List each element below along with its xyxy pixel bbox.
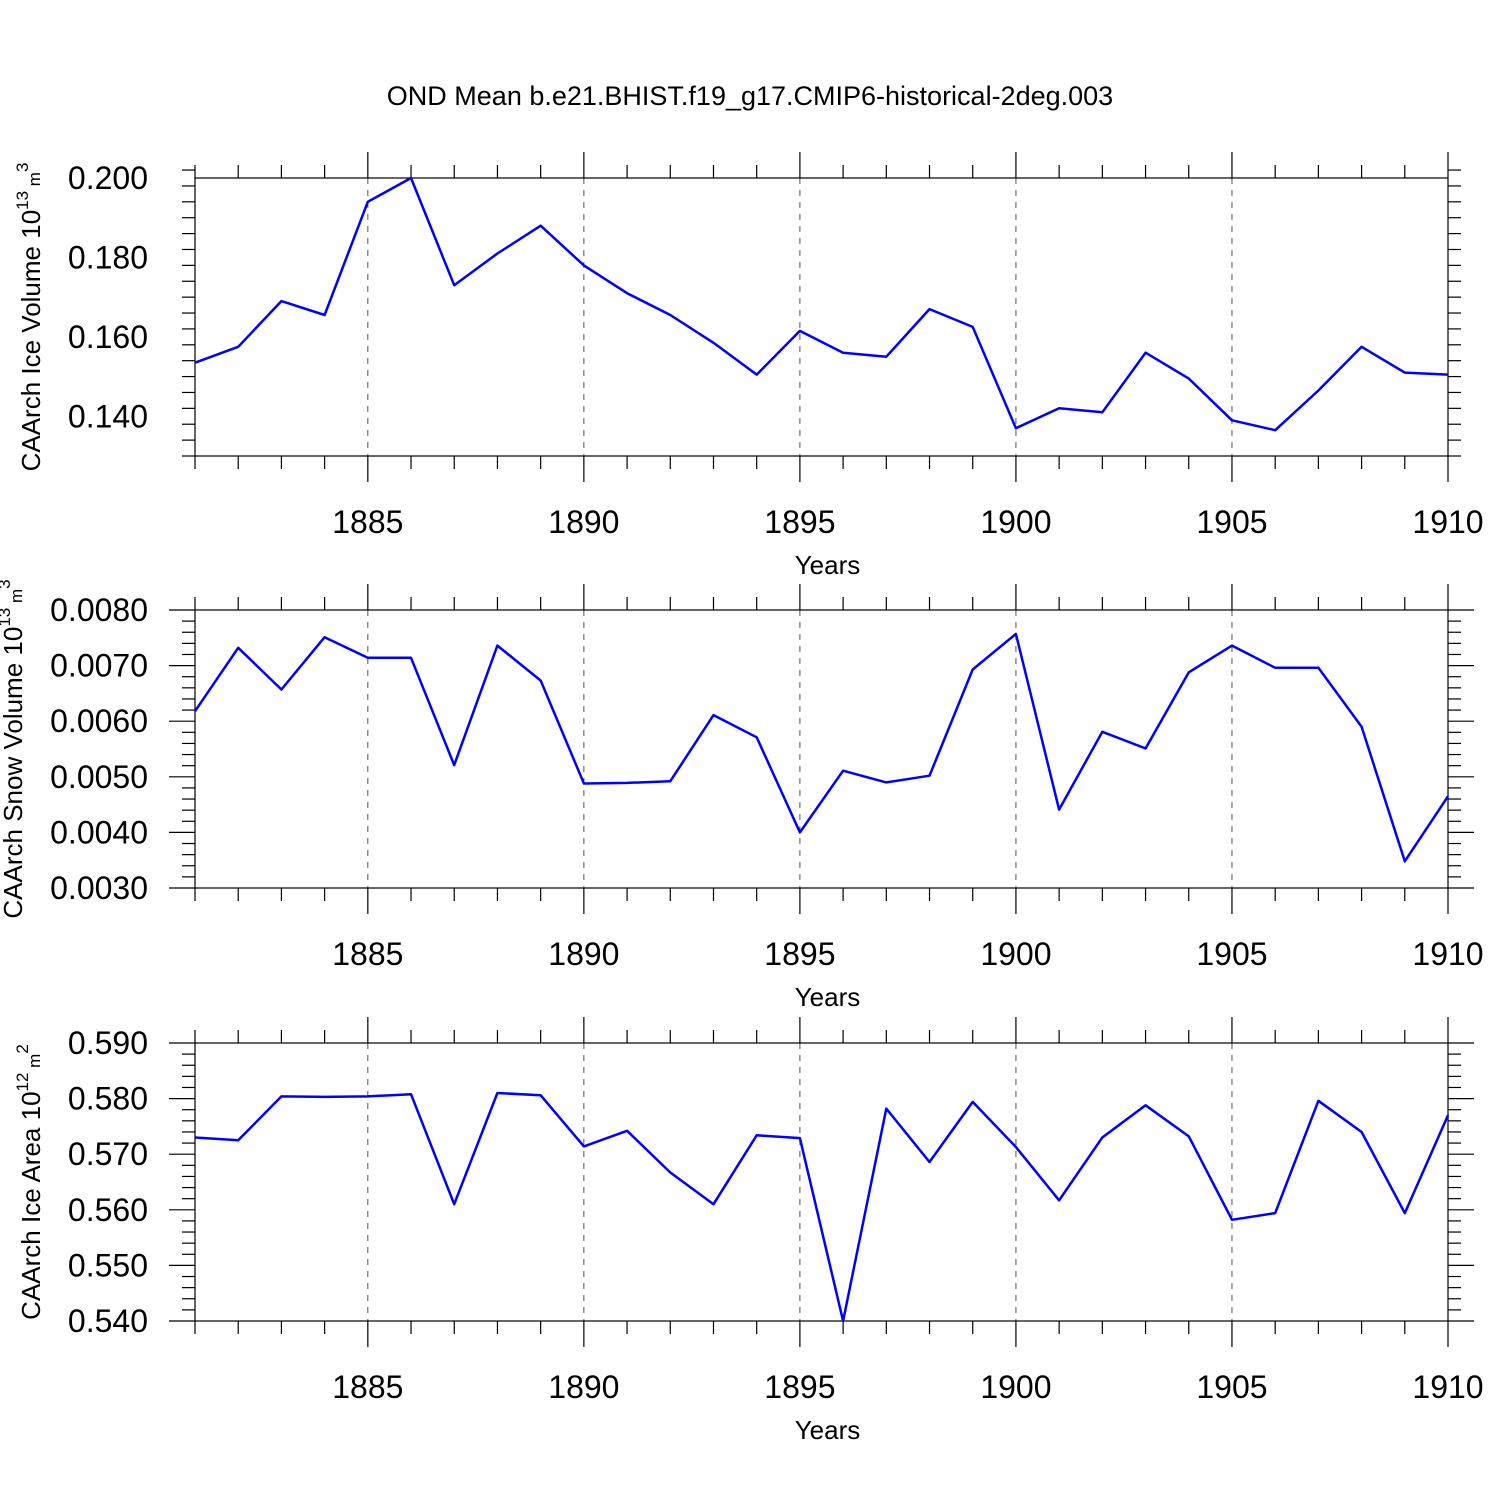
x-tick-label: 1895 bbox=[764, 504, 835, 540]
y-tick-label: 0.570 bbox=[68, 1136, 148, 1172]
plot-frame bbox=[194, 1042, 1449, 1322]
chart-title: OND Mean b.e21.BHIST.f19_g17.CMIP6-histo… bbox=[387, 81, 1113, 111]
y-axis-label-unit-exponent: 3 bbox=[13, 163, 32, 172]
y-tick-label: 0.200 bbox=[68, 160, 148, 196]
x-axis-label: Years bbox=[795, 982, 861, 1012]
x-axis-label: Years bbox=[795, 550, 861, 580]
y-tick-label: 0.0080 bbox=[50, 592, 148, 628]
x-tick-label: 1885 bbox=[332, 936, 403, 972]
y-axis-label-unit-exponent: 2 bbox=[13, 1044, 32, 1053]
y-axis-label-text: CAArch Ice Area 10 bbox=[16, 1091, 46, 1319]
x-tick-label: 1890 bbox=[548, 504, 619, 540]
y-axis-label-unit: m bbox=[25, 1054, 44, 1073]
x-tick-label: 1905 bbox=[1196, 1369, 1267, 1405]
y-axis-label-exponent: 12 bbox=[13, 1073, 32, 1092]
x-tick-label: 1910 bbox=[1412, 1369, 1483, 1405]
y-tick-label: 0.0060 bbox=[50, 703, 148, 739]
y-axis-label-exponent: 13 bbox=[13, 191, 32, 210]
x-tick-label: 1910 bbox=[1412, 936, 1483, 972]
data-series-line bbox=[194, 176, 1449, 432]
x-tick-label: 1900 bbox=[980, 1369, 1051, 1405]
data-series-line bbox=[193, 632, 1450, 863]
x-tick-label: 1885 bbox=[332, 1369, 403, 1405]
y-tick-label: 0.0040 bbox=[50, 814, 148, 850]
y-tick-label: 0.0050 bbox=[50, 759, 148, 795]
x-tick-label: 1885 bbox=[332, 504, 403, 540]
y-tick-label: 0.560 bbox=[68, 1192, 148, 1228]
panel-2: 0.0030 0.0040 0.0050 0.0060 0.0070 0.0080 1885… bbox=[0, 579, 1484, 1012]
x-axis-label: Years bbox=[795, 1415, 861, 1445]
x-tick-label: 1890 bbox=[548, 1369, 619, 1405]
y-axis-label-text: CAArch Ice Volume 10 bbox=[16, 210, 46, 472]
y-tick-label: 0.160 bbox=[68, 319, 148, 355]
y-axis-label-unit: m bbox=[25, 172, 44, 191]
y-tick-label: 0.140 bbox=[68, 398, 148, 434]
x-tick-label: 1905 bbox=[1196, 504, 1267, 540]
x-tick-label: 1900 bbox=[980, 504, 1051, 540]
y-axis-label: CAArch Ice Volume 1013 m3 bbox=[13, 163, 46, 472]
y-tick-label: 0.580 bbox=[68, 1081, 148, 1117]
y-tick-label: 0.550 bbox=[68, 1247, 148, 1283]
plot-frame bbox=[194, 609, 1449, 889]
y-tick-label: 0.0070 bbox=[50, 648, 148, 684]
y-tick-label: 0.590 bbox=[68, 1025, 148, 1061]
plot-frame bbox=[194, 177, 1449, 457]
y-axis-label-unit-exponent: 3 bbox=[0, 579, 14, 588]
panel-1: 0.140 0.160 0.180 0.200 1885 1890 1895 1900 1905… bbox=[13, 152, 1484, 580]
y-tick-label: 0.180 bbox=[68, 239, 148, 275]
x-tick-label: 1895 bbox=[764, 1369, 835, 1405]
y-axis-label-text: CAArch Snow Volume 10 bbox=[0, 627, 28, 919]
y-tick-label: 0.540 bbox=[68, 1303, 148, 1339]
x-tick-label: 1890 bbox=[548, 936, 619, 972]
y-axis-label: CAArch Snow Volume 1013 m3 bbox=[0, 579, 28, 918]
y-axis-label: CAArch Ice Area 1012 m2 bbox=[13, 1044, 46, 1320]
y-axis-label-exponent: 13 bbox=[0, 608, 14, 627]
x-tick-label: 1900 bbox=[980, 936, 1051, 972]
x-tick-label: 1905 bbox=[1196, 936, 1267, 972]
y-tick-label: 0.0030 bbox=[50, 870, 148, 906]
x-tick-label: 1910 bbox=[1412, 504, 1483, 540]
x-tick-label: 1895 bbox=[764, 936, 835, 972]
y-axis-label-unit: m bbox=[7, 589, 26, 608]
panel-3: 0.540 0.550 0.560 0.570 0.580 0.590 1885 1890 18… bbox=[13, 1017, 1484, 1445]
data-series-line bbox=[194, 1091, 1450, 1323]
